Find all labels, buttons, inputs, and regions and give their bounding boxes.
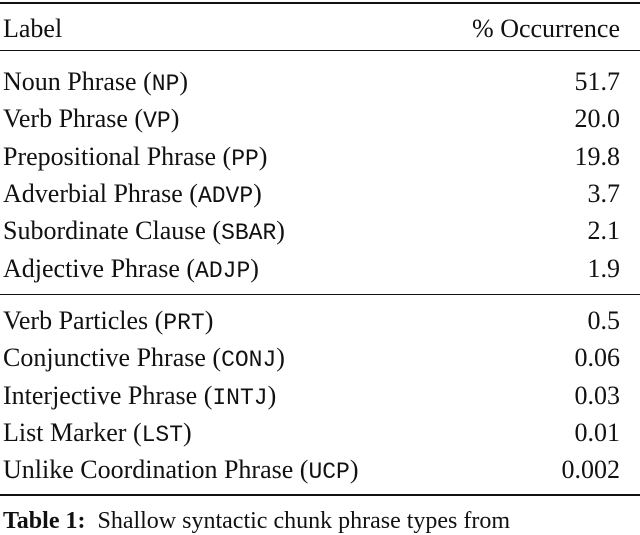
caption-text: Shallow syntactic chunk phrase types fro… — [97, 508, 511, 534]
caption: Table 1: Shallow syntactic chunk phrase … — [3, 508, 510, 535]
occurrence-value: 2.1 — [587, 216, 621, 246]
occurrence-value: 0.06 — [574, 343, 621, 373]
phrase-name: Verb Phrase ( — [3, 104, 144, 134]
table-row: Adverbial Phrase (ADVP) 3.7 — [3, 177, 620, 211]
phrase-code: NP — [151, 71, 180, 97]
phrase-code: CONJ — [221, 347, 277, 374]
occurrence-value: 1.9 — [587, 253, 621, 283]
header-row: Label % Occurrence — [3, 12, 620, 46]
occurrence-value: 19.8 — [574, 141, 621, 171]
table-row: Subordinate Clause (SBAR) 2.1 — [3, 214, 620, 248]
phrase-code: ADJP — [195, 257, 251, 284]
table-row: Verb Phrase (VP) 20.0 — [3, 102, 620, 136]
occurrence-value: 0.002 — [561, 455, 621, 485]
phrase-name: Verb Particles ( — [3, 306, 164, 335]
phrase-close: ) — [276, 216, 285, 246]
caption-label: Table 1: — [3, 508, 86, 534]
group-rule — [0, 294, 640, 295]
phrase-code: VP — [143, 108, 171, 135]
phrase-close: ) — [253, 178, 262, 208]
phrase-name: Adjective Phrase ( — [3, 253, 196, 283]
occurrence-value: 0.03 — [574, 380, 621, 410]
phrase-name: Interjective Phrase ( — [3, 380, 213, 410]
phrase-close: ) — [250, 253, 259, 283]
table-row: Noun Phrase (NP) 51.7 — [3, 65, 620, 99]
phrase-close: ) — [170, 104, 180, 134]
phrase-name: Noun Phrase ( — [3, 67, 152, 96]
phrase-code: ADVP — [197, 182, 254, 209]
phrase-close: ) — [349, 455, 359, 485]
phrase-close: ) — [204, 306, 214, 335]
table-row: Verb Particles (PRT) 0.5 — [3, 304, 620, 338]
phrase-code: UCP — [308, 459, 350, 486]
table-row: Prepositional Phrase (PP) 19.8 — [3, 140, 620, 174]
occurrence-value: 3.7 — [587, 178, 621, 208]
phrase-close: ) — [258, 141, 268, 171]
phrase-name: Subordinate Clause ( — [3, 216, 222, 246]
occurrence-value: 0.01 — [574, 417, 621, 447]
phrase-code: LST — [141, 421, 184, 448]
phrase-close: ) — [267, 380, 277, 410]
phrase-code: PP — [231, 145, 259, 172]
phrase-name: Conjunctive Phrase ( — [3, 343, 222, 373]
table-row: List Marker (LST) 0.01 — [3, 416, 620, 450]
phrase-name: List Marker ( — [3, 417, 142, 447]
table-row: Interjective Phrase (INTJ) 0.03 — [3, 379, 620, 413]
phrase-close: ) — [183, 417, 192, 447]
phrase-close: ) — [179, 67, 189, 96]
phrase-name: Unlike Coordination Phrase ( — [3, 455, 309, 485]
phrase-code: INTJ — [212, 384, 268, 411]
header-label: Label — [3, 14, 63, 43]
bottom-rule — [0, 494, 640, 496]
table-row: Conjunctive Phrase (CONJ) 0.06 — [3, 341, 620, 375]
table-row: Unlike Coordination Phrase (UCP) 0.002 — [3, 453, 620, 487]
table-row: Adjective Phrase (ADJP) 1.9 — [3, 252, 620, 286]
header-occurrence: % Occurrence — [472, 14, 620, 43]
phrase-code: SBAR — [221, 220, 277, 247]
phrase-name: Prepositional Phrase ( — [3, 141, 232, 171]
occurrence-value: 0.5 — [587, 306, 621, 335]
phrase-code: PRT — [163, 310, 205, 336]
top-rule — [0, 2, 640, 4]
occurrence-value: 20.0 — [574, 104, 621, 134]
occurrence-value: 51.7 — [574, 67, 621, 96]
phrase-close: ) — [276, 343, 285, 373]
header-rule — [0, 50, 640, 51]
phrase-name: Adverbial Phrase ( — [3, 178, 198, 208]
